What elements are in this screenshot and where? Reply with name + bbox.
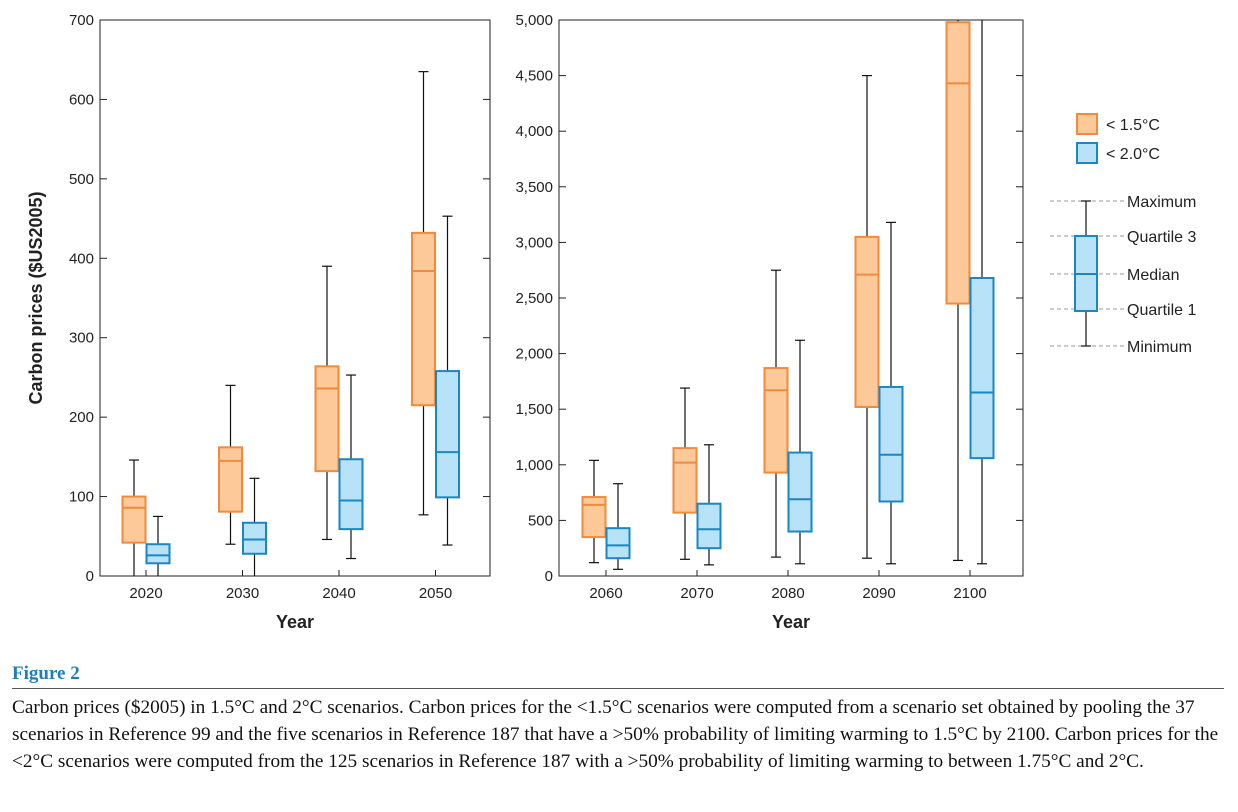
box-iqr bbox=[314, 365, 340, 473]
y-axis-title: Carbon prices ($US2005) bbox=[26, 191, 46, 404]
legend-key-label: Quartile 3 bbox=[1127, 229, 1196, 246]
y-tick-label: 600 bbox=[69, 91, 94, 108]
y-tick-label: 0 bbox=[545, 568, 553, 585]
box-iqr bbox=[411, 231, 436, 407]
x-tick-label: 2080 bbox=[771, 585, 804, 602]
y-tick-label: 0 bbox=[86, 568, 94, 585]
y-tick-label: 500 bbox=[69, 171, 94, 188]
box-iqr bbox=[969, 276, 995, 460]
box-iqr bbox=[338, 458, 364, 531]
y-tick-label: 1,000 bbox=[515, 457, 553, 474]
legend-label: < 1.5°C bbox=[1106, 117, 1160, 134]
box-iqr bbox=[218, 446, 243, 513]
x-axis-title: Year bbox=[772, 612, 810, 632]
plot-frame bbox=[99, 19, 491, 577]
y-tick-label: 3,000 bbox=[515, 234, 553, 251]
x-tick-label: 2090 bbox=[862, 585, 895, 602]
legend-key-label: Quartile 1 bbox=[1127, 302, 1196, 319]
box-iqr bbox=[672, 447, 698, 514]
box-iqr bbox=[121, 495, 147, 544]
box-iqr bbox=[435, 370, 460, 499]
y-tick-label: 400 bbox=[69, 250, 94, 267]
y-tick-label: 3,500 bbox=[515, 179, 553, 196]
caption-divider bbox=[12, 688, 1224, 689]
legend-key-label: Maximum bbox=[1127, 194, 1196, 211]
x-tick-label: 2020 bbox=[129, 585, 162, 602]
y-tick-label: 1,500 bbox=[515, 401, 553, 418]
y-tick-label: 4,000 bbox=[515, 123, 553, 140]
y-tick-label: 2,500 bbox=[515, 290, 553, 307]
y-tick-label: 200 bbox=[69, 409, 94, 426]
x-tick-label: 2040 bbox=[322, 585, 355, 602]
box-iqr bbox=[605, 527, 631, 560]
box-iqr bbox=[242, 521, 267, 555]
box-iqr bbox=[763, 367, 789, 474]
x-axis-title: Year bbox=[276, 612, 314, 632]
box-iqr bbox=[696, 502, 722, 550]
y-tick-label: 4,500 bbox=[515, 68, 553, 85]
x-tick-label: 2030 bbox=[226, 585, 259, 602]
box-iqr bbox=[145, 543, 171, 565]
legend-swatch bbox=[1076, 113, 1098, 135]
y-tick-label: 300 bbox=[69, 330, 94, 347]
x-tick-label: 2050 bbox=[419, 585, 452, 602]
box-iqr bbox=[787, 451, 813, 533]
y-tick-label: 700 bbox=[69, 12, 94, 29]
y-tick-label: 100 bbox=[69, 489, 94, 506]
x-tick-label: 2060 bbox=[589, 585, 622, 602]
x-tick-label: 2070 bbox=[680, 585, 713, 602]
legend-label: < 2.0°C bbox=[1106, 146, 1160, 163]
legend-key-label: Minimum bbox=[1127, 339, 1192, 356]
figure-title: Figure 2 bbox=[12, 663, 80, 684]
y-tick-label: 500 bbox=[528, 512, 553, 529]
legend-swatch bbox=[1076, 142, 1098, 164]
box-iqr bbox=[878, 385, 904, 503]
figure-caption: Carbon prices ($2005) in 1.5°C and 2°C s… bbox=[12, 697, 1219, 772]
legend-key-label: Median bbox=[1127, 267, 1179, 284]
y-tick-label: 5,000 bbox=[515, 12, 553, 29]
box-iqr bbox=[854, 235, 880, 408]
carbon-price-chart: 0 100 200 300 400 500 600 700 2020 2030 2040 2050 Ye… bbox=[26, 12, 1196, 632]
box-iqr bbox=[581, 496, 607, 539]
x-tick-label: 2100 bbox=[953, 585, 986, 602]
box-iqr bbox=[945, 21, 971, 305]
y-tick-label: 2,000 bbox=[515, 346, 553, 363]
